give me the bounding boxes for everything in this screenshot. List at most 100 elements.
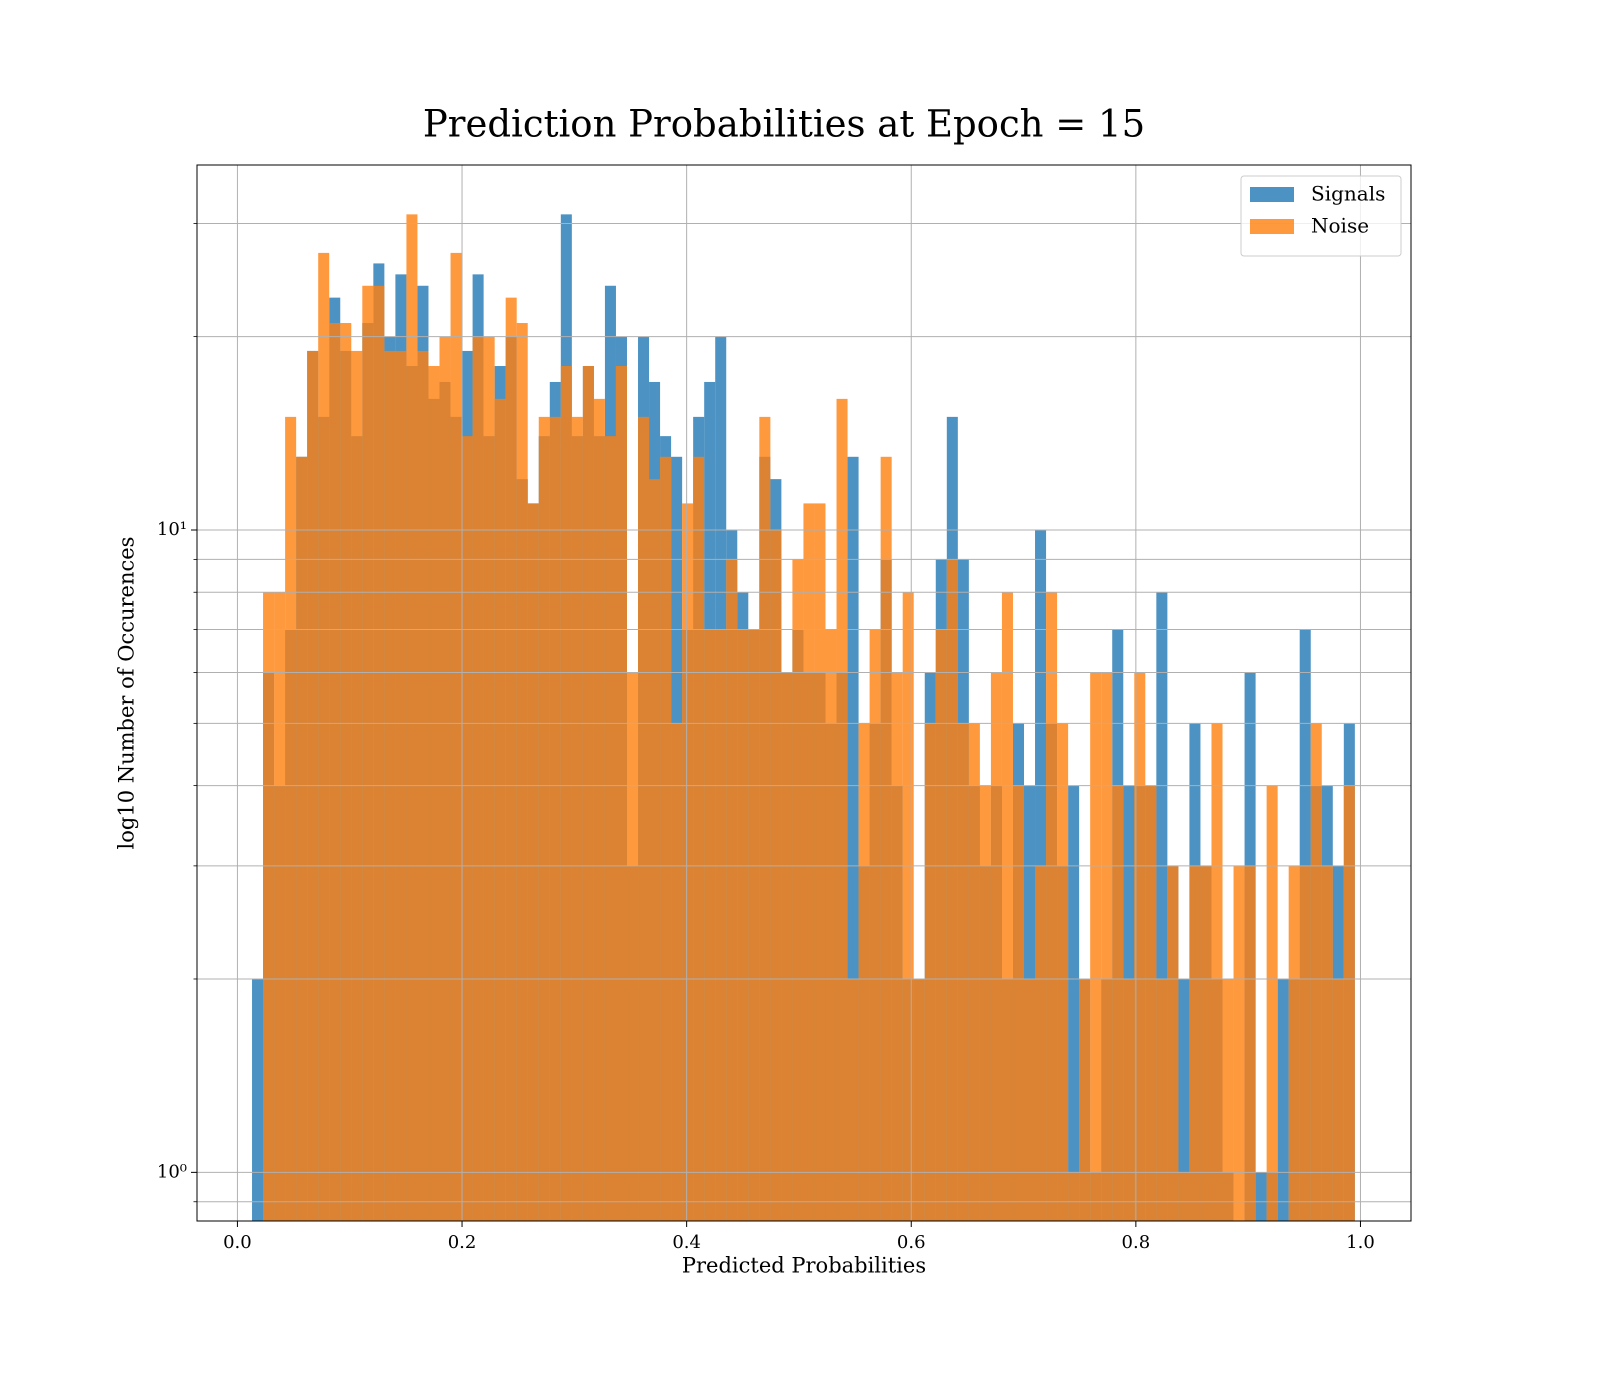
bar: [373, 285, 385, 1221]
bar: [1299, 865, 1311, 1221]
x-tick-label: 0.2: [448, 1232, 477, 1253]
bar: [660, 456, 672, 1221]
bar: [847, 456, 859, 1221]
bar: [516, 323, 528, 1221]
bar: [538, 416, 550, 1221]
bar: [649, 479, 661, 1221]
x-tick-label: 0.0: [223, 1232, 252, 1253]
plot-frame: [196, 164, 1412, 1222]
x-tick-label: 0.8: [1122, 1232, 1151, 1253]
bar: [604, 436, 616, 1221]
bar: [946, 559, 958, 1221]
bar: [770, 529, 782, 1221]
bar: [1112, 785, 1124, 1221]
bar: [902, 592, 914, 1221]
y-tick-label: 10¹: [157, 519, 187, 540]
bar: [1101, 672, 1113, 1221]
legend-label: Signals: [1311, 182, 1385, 206]
bar: [1200, 865, 1212, 1221]
bar: [406, 214, 418, 1221]
bar: [671, 723, 683, 1221]
bar: [1244, 865, 1256, 1221]
bar: [924, 723, 936, 1221]
bar: [990, 672, 1002, 1221]
bar: [1310, 723, 1322, 1221]
bar: [263, 592, 275, 1221]
bar: [748, 629, 760, 1221]
bar: [505, 297, 517, 1221]
y-axis-label: log10 Number of Occurences: [115, 537, 139, 850]
bar: [1035, 865, 1047, 1221]
bar: [1332, 978, 1344, 1221]
bar: [1057, 723, 1069, 1221]
bar: [1288, 865, 1300, 1221]
bar: [1178, 1172, 1190, 1221]
bar: [715, 629, 727, 1221]
bar: [693, 456, 705, 1221]
bar: [913, 978, 925, 1221]
bar: [836, 398, 848, 1221]
bar: [1211, 723, 1223, 1221]
bar: [1321, 865, 1333, 1221]
grid: [197, 165, 1411, 1221]
bar: [968, 723, 980, 1221]
bar: [527, 503, 539, 1221]
legend-swatch: [1250, 219, 1294, 234]
bar: [1001, 592, 1013, 1221]
legend: Signals Noise: [1240, 175, 1402, 257]
bar: [891, 672, 903, 1221]
bar: [1222, 978, 1234, 1221]
bar: [571, 416, 583, 1221]
bar: [847, 978, 859, 1221]
bar: [1277, 978, 1289, 1221]
bar: [285, 416, 297, 1221]
bar: [1012, 785, 1025, 1221]
bar: [759, 416, 771, 1221]
bar: [803, 503, 815, 1221]
bar: [825, 629, 837, 1221]
bar: [726, 559, 738, 1221]
bar: [638, 416, 650, 1221]
bar: [1266, 785, 1278, 1221]
bar: [957, 723, 969, 1221]
bar: [682, 503, 694, 1221]
bar: [704, 629, 716, 1221]
bar: [869, 629, 881, 1221]
bar: [549, 416, 561, 1221]
bar: [428, 366, 440, 1221]
bar: [935, 629, 947, 1221]
bars: [252, 214, 1355, 1221]
bar: [737, 629, 749, 1221]
bar: [626, 672, 639, 1221]
bar: [1233, 865, 1245, 1221]
bar: [1134, 672, 1146, 1221]
bar: [1046, 592, 1058, 1221]
legend-swatch: [1250, 187, 1294, 202]
x-tick-label: 1.0: [1346, 1232, 1375, 1253]
legend-label: Noise: [1311, 214, 1369, 238]
bar: [814, 503, 826, 1221]
bar: [792, 559, 804, 1221]
bar: [1079, 978, 1091, 1221]
bar: [582, 366, 594, 1221]
bar: [560, 366, 572, 1221]
bar: [1178, 978, 1190, 1221]
bar: [880, 456, 892, 1221]
bar: [593, 398, 605, 1221]
x-tick-label: 0.4: [672, 1232, 701, 1253]
bar: [858, 723, 870, 1221]
bar: [252, 978, 264, 1221]
bar: [1068, 1172, 1080, 1221]
bar: [1189, 865, 1201, 1221]
bar: [1156, 592, 1168, 1221]
bar: [1156, 978, 1168, 1221]
bar: [1024, 978, 1036, 1221]
chart-title: Prediction Probabilities at Epoch = 15: [423, 103, 1145, 146]
bar: [979, 785, 991, 1221]
bar: [340, 323, 352, 1221]
bar: [329, 323, 341, 1221]
bar: [274, 592, 286, 1221]
bar: [494, 398, 506, 1221]
bar: [461, 436, 473, 1221]
